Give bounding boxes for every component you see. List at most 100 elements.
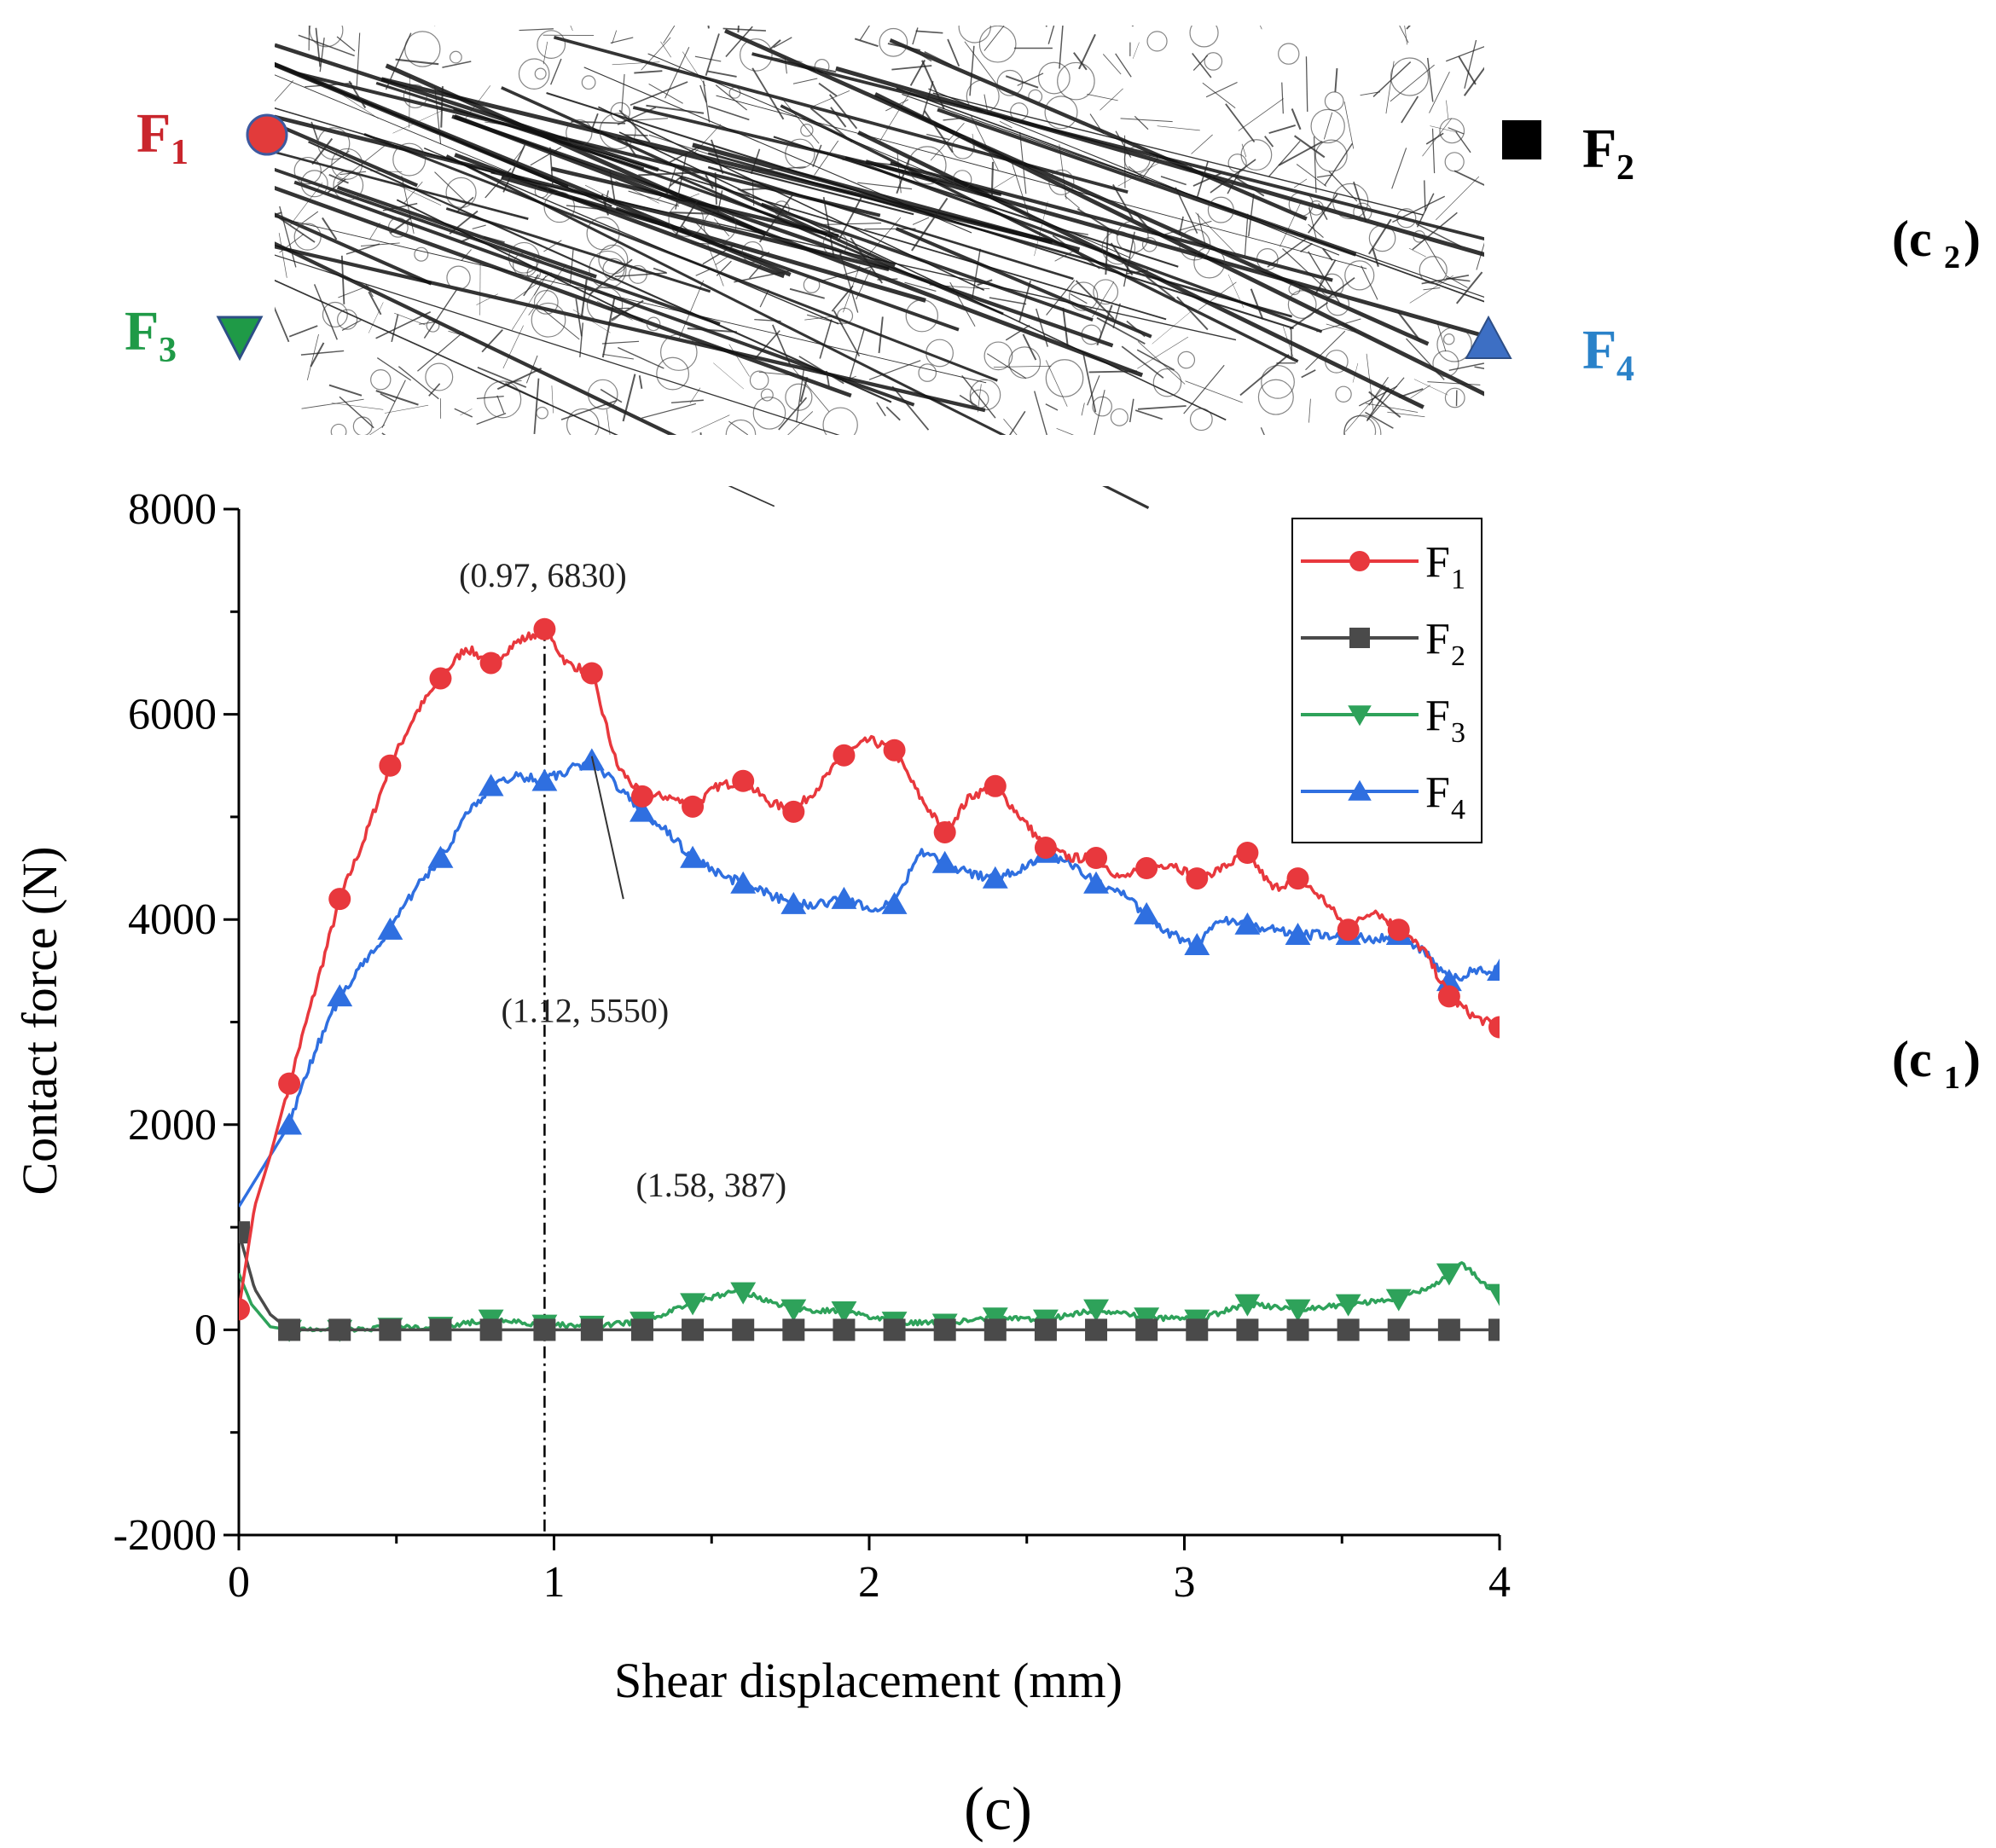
contact-link [641,37,671,71]
panel-label-c2-sub: 2 [1944,240,1960,275]
contact-link [1463,64,1488,96]
particle-cell [1436,327,1472,362]
contact-link [751,67,785,120]
x-tick-label: 2 [858,1558,880,1607]
particle-cell [317,127,351,160]
contact-link [1005,324,1030,341]
contact-link [828,94,858,130]
contact-link [375,311,432,339]
data-point-f1 [328,888,351,911]
contact-link [909,60,926,86]
contact-link [772,324,792,365]
contact-link [641,403,697,419]
panel-label-c1-close: ) [1964,1031,1981,1087]
particle-cell [646,316,661,332]
force-chain [297,72,881,217]
contact-link [579,322,584,357]
data-point-f1 [1337,918,1360,941]
contact-link [926,133,950,141]
contact-link [1365,403,1419,413]
contact-link [403,181,423,205]
contact-link [1011,162,1031,220]
contact-link [505,379,522,384]
contact-link [1183,364,1225,414]
contact-link [646,104,705,114]
contact-link [1227,170,1241,194]
particle-cell [969,379,1001,411]
contact-link [1279,200,1303,247]
contact-link [1398,388,1424,398]
contact-link [1088,370,1138,374]
contact-link [1313,136,1317,194]
contact-link [699,84,707,103]
data-point-f2 [1135,1318,1158,1341]
contact-link [1075,280,1115,320]
force-chain [761,202,1094,322]
x-axis-label: Shear displacement (mm) [614,1653,1123,1708]
contact-link [380,392,396,403]
x-tick-label: 3 [1174,1558,1196,1607]
contact-link [572,309,611,333]
particle-cell [1390,57,1430,96]
particle-cell [773,200,790,217]
contact-link [818,82,838,97]
contact-link [1192,52,1212,78]
data-point-f1 [1034,836,1057,859]
series-line-f2 [239,1231,1500,1332]
contact-link [580,279,588,317]
contact-link [670,399,704,403]
particle-cell [531,302,566,338]
panel-label-c1-text: (c [1892,1031,1932,1087]
contact-link [638,171,699,177]
particle-cell [536,406,548,420]
contact-link [381,379,406,428]
particle-cell [1116,220,1149,253]
contact-link [983,94,989,113]
particle-cell [1045,359,1084,397]
contact-link [615,180,659,204]
data-point-f2 [1236,1318,1259,1341]
force-chain [336,185,597,279]
contact-link [502,325,524,369]
contact-link [384,404,429,414]
data-point-f3 [1487,1283,1500,1306]
particle-cell [1444,152,1465,172]
particle-cell [1227,154,1247,173]
contact-link [1352,362,1359,383]
contact-link [1137,405,1187,410]
contact-link [519,28,554,32]
data-point-f4 [1134,901,1160,924]
network-label-f2-main: F [1582,118,1616,180]
particle-cell [387,217,409,238]
particle-cell [1179,229,1211,261]
data-point-f1 [782,800,805,823]
data-point-f2 [1085,1318,1108,1341]
contact-link [300,211,319,225]
data-point-f1 [1488,1016,1500,1039]
particle-cell [837,307,854,324]
contact-link [1368,218,1392,255]
contact-link [714,218,730,237]
force-chain [632,106,1002,196]
network-label-f2: F 2 [1582,118,1634,188]
contact-link [484,121,513,127]
contact-link [1305,56,1308,113]
contact-link [1361,265,1378,300]
data-point-f4 [831,886,857,909]
contact-link [1324,142,1353,186]
contact-link [947,38,960,67]
contact-link [1322,247,1333,261]
contact-link [737,188,751,197]
particle-cell [300,170,328,198]
contact-link [1421,235,1447,275]
contact-link [607,307,630,310]
particle-cell [1308,200,1325,216]
data-point-f2 [630,1318,653,1341]
contact-link [472,224,486,229]
particle-cell [749,370,769,391]
particle-cell [598,244,629,275]
network-marker-f2-square [1502,120,1541,159]
data-point-f2 [429,1318,452,1341]
force-chain [724,28,1430,346]
